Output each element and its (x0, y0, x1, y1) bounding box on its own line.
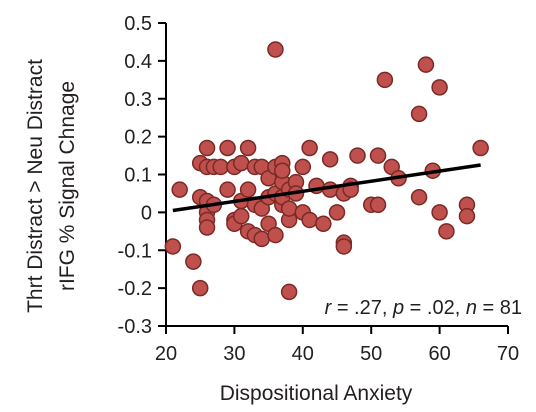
data-point (280, 283, 298, 301)
data-point (219, 139, 236, 157)
x-axis-title: Dispositional Anxiety (220, 382, 413, 405)
data-point (315, 215, 332, 232)
x-axis: 20 30 40 50 60 70 (155, 325, 519, 365)
x-tick-label: 60 (428, 343, 450, 365)
y-tick-label: 0.3 (124, 89, 152, 111)
x-tick-label: 50 (360, 343, 382, 365)
y-axis: -0.3 -0.2 -0.1 0 0.1 0.2 0.3 0.4 0.5 (118, 13, 167, 338)
data-point (267, 226, 284, 244)
data-point (369, 196, 387, 214)
y-tick-label: 0.1 (124, 165, 152, 187)
data-point (376, 71, 394, 89)
data-point (417, 56, 435, 73)
data-point (335, 238, 353, 255)
y-tick-label: -0.1 (118, 240, 152, 262)
data-point (219, 181, 236, 198)
y-tick-label: 0 (141, 202, 152, 224)
y-axis-title-line-1: Thrt Distract > Neu Distract (24, 59, 47, 313)
x-tick-label: 30 (223, 343, 245, 365)
x-tick-label: 20 (155, 343, 177, 365)
data-point (301, 139, 318, 157)
data-point (280, 200, 298, 217)
data-point (267, 41, 284, 58)
data-point (198, 139, 216, 157)
y-tick-label: 0.4 (124, 51, 152, 73)
p-label: p (392, 297, 404, 319)
y-axis-title-line-2: rIFG % Signal Chnage (56, 81, 79, 291)
data-point (431, 79, 448, 96)
data-point (328, 204, 346, 221)
x-tick-label: 70 (497, 343, 519, 365)
data-point (164, 238, 182, 255)
data-point (410, 105, 428, 123)
data-point (171, 181, 188, 198)
data-point (253, 230, 271, 248)
data-points (164, 41, 489, 301)
data-point (191, 279, 209, 297)
r-label: r (325, 297, 333, 319)
y-tick-label: -0.2 (118, 278, 152, 300)
data-point (472, 139, 489, 157)
data-point (198, 219, 216, 236)
data-point (212, 158, 229, 176)
data-point (321, 151, 339, 168)
data-point (458, 207, 476, 225)
n-value: = 81 (477, 297, 522, 319)
y-tick-label: 0.5 (124, 13, 152, 35)
r-value: = .27, (331, 297, 393, 319)
data-point (431, 204, 448, 221)
p-value: = .02, (404, 297, 466, 319)
data-point (232, 154, 250, 172)
data-point (410, 188, 428, 206)
x-tick-label: 40 (292, 343, 314, 365)
trend-line (172, 163, 481, 213)
correlation-annotation: r = .27, p = .02, n = 81 (325, 297, 522, 319)
data-point (232, 207, 250, 225)
data-point (349, 147, 366, 164)
y-tick-label: 0.2 (124, 127, 152, 149)
n-label: n (466, 297, 477, 319)
data-point (294, 158, 312, 176)
y-axis-title: Thrt Distract > Neu Distract rIFG % Sign… (24, 59, 79, 313)
data-point (274, 162, 291, 179)
data-point (239, 181, 257, 198)
data-point (438, 223, 455, 240)
data-point (369, 147, 387, 164)
data-point (239, 139, 257, 157)
data-point (301, 211, 318, 229)
data-point (185, 253, 202, 270)
y-tick-label: -0.3 (118, 316, 152, 338)
